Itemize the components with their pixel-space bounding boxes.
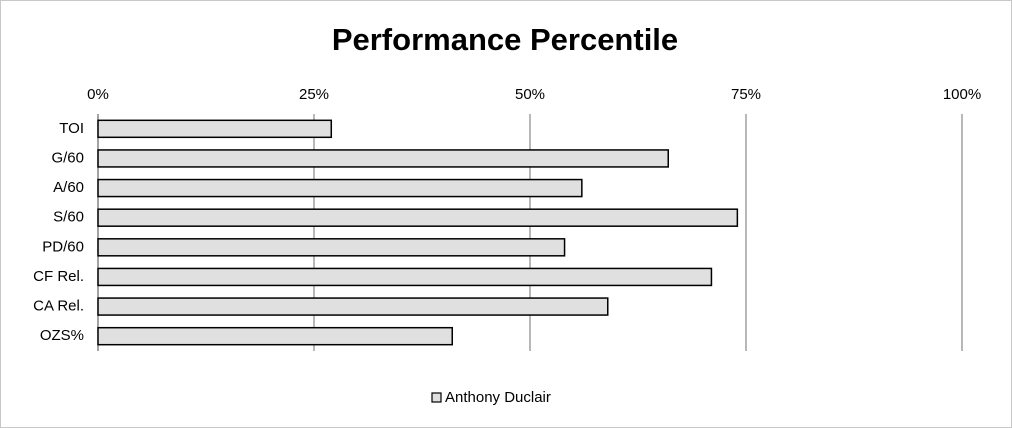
bar [97,267,713,287]
y-tick-label: TOI [59,120,84,137]
y-tick-label: S/60 [53,209,84,226]
bar [97,238,566,257]
x-tick-label: 50% [515,86,545,103]
x-tick-label: 100% [943,86,981,103]
bar [97,297,609,316]
bar [97,326,453,346]
x-tick-label: 25% [299,86,329,103]
bar [97,119,333,139]
legend-label: Anthony Duclair [445,389,551,406]
y-tick-label: CF Rel. [33,268,84,285]
y-tick-label: CA Rel. [33,298,84,315]
bar [97,149,669,168]
y-tick-label: G/60 [51,149,84,166]
y-tick-label: A/60 [53,179,84,196]
legend-swatch [431,392,442,403]
y-tick-label: PD/60 [42,238,84,255]
bar [97,178,583,198]
x-tick-label: 0% [87,86,109,103]
x-tick-label: 75% [731,86,761,103]
chart-title: Performance Percentile [332,22,678,57]
y-tick-label: OZS% [40,327,84,344]
bar [97,208,739,227]
